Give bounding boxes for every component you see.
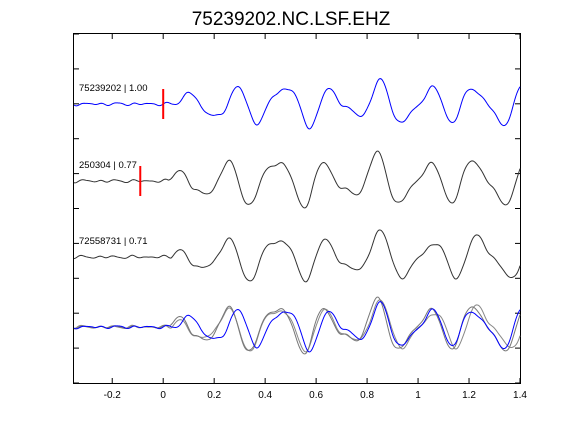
trace-label: 75239202 | 1.00 [79, 83, 148, 94]
x-axis-ticks: -0.2 0 0.2 0.4 0.6 0.8 1 1.2 1.4 [104, 34, 527, 401]
trace-line [73, 229, 521, 283]
x-tick-label: 0.6 [309, 390, 323, 401]
traces-layer [73, 78, 521, 355]
trace-line [73, 78, 521, 130]
trace-labels: 75239202 | 1.00 250304 | 0.77 72558731 | 0… [79, 83, 148, 247]
x-tick-label: 1 [415, 390, 421, 401]
x-tick-label: 0.4 [258, 390, 272, 401]
trace-label: 250304 | 0.77 [79, 160, 137, 171]
trace-line [73, 150, 521, 209]
trace-label: 72558731 | 0.71 [79, 236, 148, 247]
x-tick-label: 0.8 [360, 390, 374, 401]
y-ticks [74, 33, 520, 384]
x-tick-label: 0 [160, 390, 166, 401]
overlay-trace-line [73, 299, 521, 353]
chart-title: 75239202.NC.LSF.EHZ [192, 9, 391, 30]
axes-frame [73, 33, 521, 384]
x-tick-label: 1.4 [513, 390, 527, 401]
x-tick-label: 0.2 [207, 390, 221, 401]
x-tick-label: -0.2 [104, 390, 122, 401]
x-tick-label: 1.2 [462, 390, 476, 401]
overlay-trace-line [73, 301, 521, 353]
